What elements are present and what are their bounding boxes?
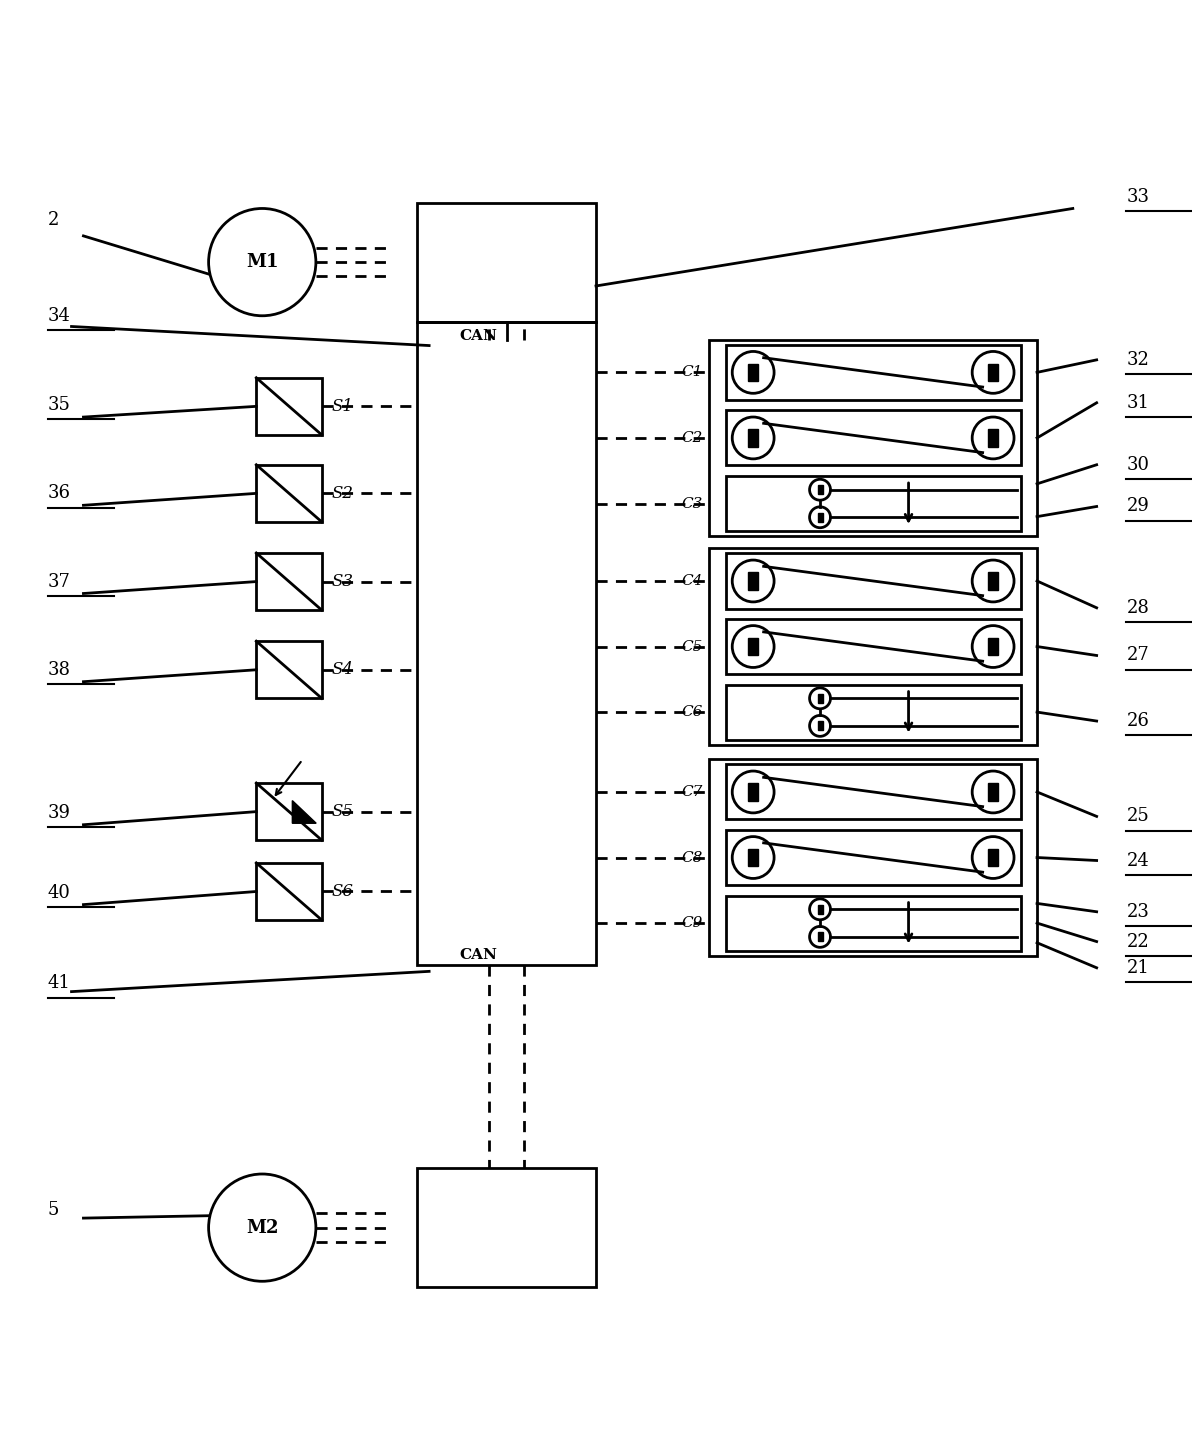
Bar <box>256 378 322 435</box>
Text: C6: C6 <box>682 705 703 720</box>
Text: 40: 40 <box>48 884 70 901</box>
Text: C3: C3 <box>682 496 703 510</box>
Text: C2: C2 <box>682 430 703 445</box>
Bar <box>749 849 758 867</box>
Bar <box>749 573 758 590</box>
Text: 32: 32 <box>1126 350 1149 369</box>
Text: 2: 2 <box>48 211 60 230</box>
Bar <box>256 862 322 920</box>
Text: 28: 28 <box>1126 599 1149 616</box>
Bar <box>256 784 322 840</box>
Text: 23: 23 <box>1126 903 1149 920</box>
Text: 37: 37 <box>48 573 70 590</box>
Bar <box>749 364 758 381</box>
Text: 5: 5 <box>48 1201 60 1218</box>
Bar <box>256 465 322 522</box>
Text: 22: 22 <box>1126 932 1149 951</box>
Text: S4: S4 <box>331 662 353 678</box>
Text: 26: 26 <box>1126 712 1149 730</box>
Bar <box>417 321 596 965</box>
Text: S5: S5 <box>331 803 353 820</box>
Text: 41: 41 <box>48 974 70 992</box>
Bar <box>988 849 998 867</box>
Bar <box>417 1168 596 1287</box>
Bar <box>726 345 1020 400</box>
Text: 34: 34 <box>48 307 70 324</box>
Bar <box>988 429 998 446</box>
Text: S2: S2 <box>331 484 353 502</box>
Bar <box>256 553 322 611</box>
Text: S3: S3 <box>331 573 353 590</box>
Bar <box>709 759 1037 955</box>
Text: 31: 31 <box>1126 394 1149 411</box>
Text: 21: 21 <box>1126 958 1149 977</box>
Text: 30: 30 <box>1126 455 1149 474</box>
Text: C4: C4 <box>682 574 703 587</box>
Text: C9: C9 <box>682 916 703 931</box>
Bar <box>818 904 822 913</box>
Text: C7: C7 <box>682 785 703 798</box>
Text: S6: S6 <box>331 883 353 900</box>
Text: CAN: CAN <box>459 948 497 963</box>
Text: 24: 24 <box>1126 852 1149 869</box>
Bar <box>726 896 1020 951</box>
Text: 39: 39 <box>48 804 70 822</box>
Bar <box>988 638 998 656</box>
Text: CAN: CAN <box>459 329 497 343</box>
Text: C8: C8 <box>682 851 703 865</box>
Bar <box>726 554 1020 609</box>
Text: M2: M2 <box>246 1218 279 1237</box>
Text: 25: 25 <box>1126 807 1149 826</box>
Text: C5: C5 <box>682 640 703 653</box>
Text: 29: 29 <box>1126 497 1149 516</box>
Bar <box>818 486 822 494</box>
Polygon shape <box>292 801 316 823</box>
Text: M1: M1 <box>246 253 279 270</box>
Bar <box>726 685 1020 740</box>
Bar <box>726 765 1020 820</box>
Bar <box>726 830 1020 885</box>
Bar <box>726 619 1020 675</box>
Text: S1: S1 <box>331 398 353 414</box>
Bar <box>709 340 1037 537</box>
Bar <box>726 410 1020 465</box>
Bar <box>256 641 322 698</box>
Text: 38: 38 <box>48 660 70 679</box>
Text: 35: 35 <box>48 395 70 414</box>
Bar <box>818 694 822 702</box>
Bar <box>988 364 998 381</box>
Bar <box>818 513 822 522</box>
Bar <box>726 475 1020 531</box>
Bar <box>709 548 1037 744</box>
Text: 27: 27 <box>1126 647 1149 664</box>
Bar <box>417 202 596 321</box>
Bar <box>818 721 822 730</box>
Text: C1: C1 <box>682 365 703 379</box>
Bar <box>818 932 822 941</box>
Bar <box>749 638 758 656</box>
Bar <box>749 784 758 801</box>
Bar <box>988 573 998 590</box>
Bar <box>988 784 998 801</box>
Text: 36: 36 <box>48 484 70 503</box>
Text: 33: 33 <box>1126 188 1149 205</box>
Bar <box>749 429 758 446</box>
